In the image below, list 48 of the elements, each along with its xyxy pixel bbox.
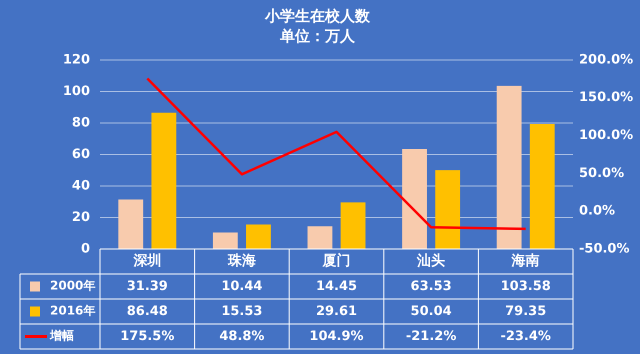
chart-subtitle: 单位：万人 [279,26,356,45]
y2-tick-label: -50.0% [579,241,630,256]
y-tick-label: 20 [72,210,90,225]
legend-label: 2016年 [50,304,96,318]
bar [212,232,238,248]
y2-tick-label: 200.0% [579,52,634,68]
y-tick-label: 40 [72,178,90,194]
y-tick-label: 80 [72,115,90,130]
data-label: 63.53 [410,278,452,294]
data-label: 15.53 [221,304,262,319]
data-label: 104.9% [309,328,364,344]
y2-tick-label: 0.0% [579,204,616,219]
bar [151,112,176,248]
y2-tick-label: 50.0% [579,166,624,181]
data-label: 175.5% [120,328,174,344]
data-label: -23.4% [500,328,551,344]
legend-label: 增幅 [49,328,74,343]
bar [496,86,522,248]
y2-tick-label: 100.0% [579,128,634,143]
data-label: 48.8% [219,328,264,344]
data-label: 86.48 [126,304,168,319]
bar [118,200,144,248]
x-tick-label: 珠海 [226,253,256,270]
y-tick-label: 60 [72,146,90,162]
x-tick-label: 汕头 [416,253,446,270]
bar [308,226,332,248]
data-label: -21.2% [406,328,456,344]
data-label: 103.58 [500,278,551,294]
y-tick-label: 0 [80,241,90,256]
x-tick-label: 深圳 [132,253,162,270]
data-label: 29.61 [316,304,358,319]
x-tick-label: 海南 [510,253,540,270]
bar [340,202,366,248]
data-label: 50.04 [410,304,452,319]
bar [246,224,271,248]
y-tick-label: 100 [62,84,90,99]
data-label: 31.39 [126,278,168,294]
y2-tick-label: 150.0% [579,90,634,106]
x-tick-label: 厦门 [322,252,350,270]
bar [435,170,460,248]
legend-label: 2000年 [50,278,96,293]
data-label: 14.45 [316,278,358,294]
bar [402,148,427,248]
data-label: 10.44 [221,278,262,294]
chart-title: 小学生在校人数 [264,6,371,25]
data-label: 79.35 [505,304,546,319]
bar [530,124,555,248]
y-tick-label: 120 [62,52,90,68]
